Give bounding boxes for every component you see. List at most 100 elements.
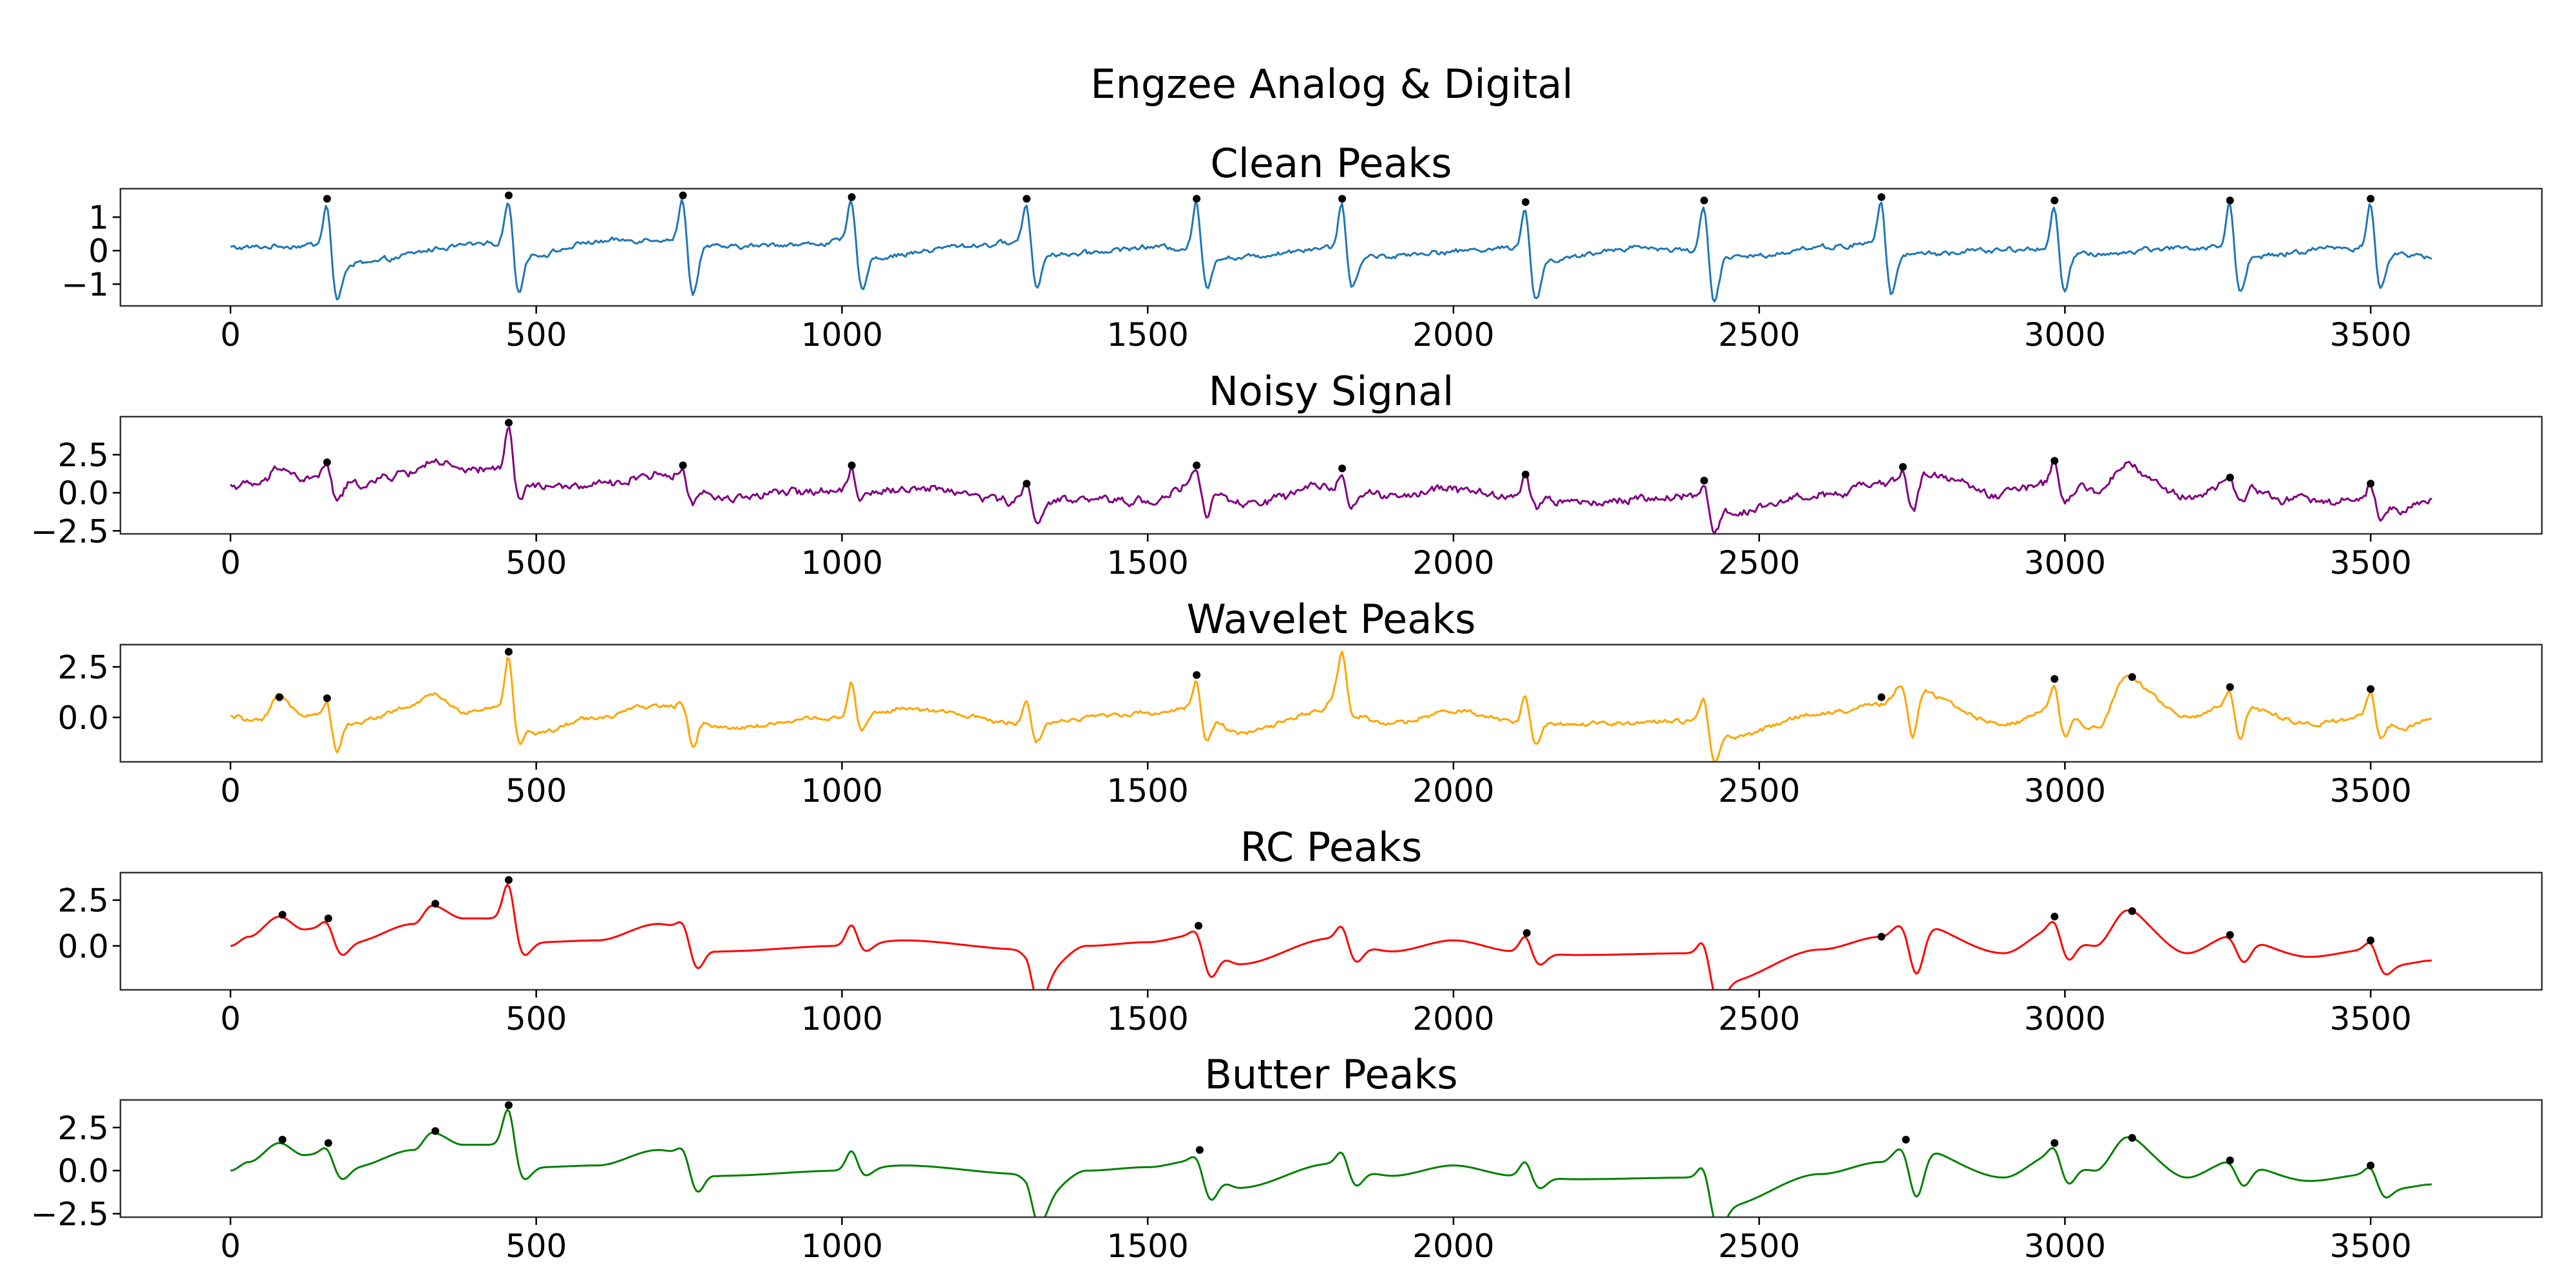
clean-peaks-axes-frame (119, 187, 2543, 307)
wavelet-peaks-xtick-label: 1000 (801, 772, 883, 810)
butter-peaks-peak-marker (324, 1139, 332, 1147)
noisy-signal-peak-marker (323, 458, 331, 466)
noisy-signal-xtick-label: 500 (506, 544, 567, 582)
clean-peaks-peak-marker (2226, 196, 2234, 205)
wavelet-peaks-peak-marker (1193, 671, 1201, 679)
rc-peaks-xtick-label: 2000 (1412, 1000, 1494, 1037)
rc-peaks-peak-marker (2367, 936, 2375, 945)
rc-peaks-ytick-label: 0.0 (57, 928, 109, 965)
clean-peaks-xtick-label: 500 (506, 316, 567, 354)
wavelet-peaks-peak-marker (2367, 685, 2375, 693)
rc-peaks-xtick-label: 3500 (2330, 1000, 2412, 1037)
clean-peaks-xtick-label: 0 (220, 316, 241, 354)
butter-peaks-title: Butter Peaks (1204, 1051, 1457, 1098)
wavelet-peaks-peak-marker (1877, 693, 1886, 701)
noisy-signal-peak-marker (2367, 480, 2375, 488)
butter-peaks-xtick-label: 3500 (2330, 1227, 2412, 1265)
wavelet-peaks-xtick-label: 1500 (1107, 772, 1189, 810)
noisy-signal-ytick-label: 0.0 (57, 475, 109, 512)
clean-peaks-peak-marker (2367, 194, 2375, 203)
noisy-signal-peak-marker (2226, 473, 2234, 482)
clean-peaks-title: Clean Peaks (1210, 140, 1452, 187)
clean-peaks-peak-marker (1877, 193, 1886, 201)
butter-peaks-axes-frame (119, 1099, 2543, 1218)
rc-peaks-peak-marker (278, 911, 287, 919)
wavelet-peaks-axes-frame (119, 643, 2543, 763)
noisy-signal-xtick-label: 2500 (1718, 544, 1800, 582)
wavelet-peaks-xtick-label: 3000 (2024, 772, 2106, 810)
rc-peaks-peak-marker (1877, 933, 1886, 941)
butter-peaks-xtick-label: 500 (506, 1227, 567, 1265)
rc-peaks-peak-marker (504, 876, 513, 884)
rc-peaks-xtick-label: 0 (220, 1000, 241, 1037)
butter-peaks-ytick-label: 2.5 (57, 1110, 109, 1147)
clean-peaks-series-line (230, 198, 2432, 303)
rc-peaks-ytick-label: 2.5 (57, 882, 109, 920)
clean-peaks-peak-marker (504, 191, 513, 200)
wavelet-peaks-xtick-label: 2500 (1718, 772, 1800, 810)
rc-peaks-xtick-label: 500 (506, 1000, 567, 1037)
butter-peaks-xtick-label: 1500 (1107, 1227, 1189, 1265)
clean-peaks-peak-marker (1193, 194, 1201, 203)
wavelet-peaks-ytick-label: 2.5 (57, 649, 109, 687)
butter-peaks-peak-marker (2128, 1133, 2136, 1142)
rc-peaks-peak-marker (1195, 922, 1202, 930)
noisy-signal-peak-marker (1899, 463, 1907, 471)
rc-peaks-xtick-label: 1500 (1107, 1000, 1189, 1037)
noisy-signal-series-line (229, 426, 2432, 534)
clean-peaks-xtick-label: 1500 (1107, 316, 1189, 354)
clean-peaks-xtick-label: 2000 (1412, 316, 1494, 354)
butter-peaks-peak-marker (1195, 1146, 1204, 1154)
clean-peaks-peak-marker (1023, 194, 1031, 203)
clean-peaks-ytick-label: −1 (61, 266, 109, 303)
wavelet-peaks-peak-marker (275, 693, 283, 701)
clean-peaks-peak-marker (1700, 196, 1709, 205)
rc-peaks-peak-marker (1522, 929, 1531, 937)
butter-peaks-peak-marker (431, 1127, 439, 1135)
butter-peaks-xtick-label: 2000 (1412, 1227, 1494, 1265)
rc-peaks-peak-marker (2226, 931, 2234, 939)
rc-peaks-series-line (230, 884, 2432, 990)
butter-peaks-peak-marker (2367, 1161, 2375, 1170)
butter-peaks-ytick-label: 0.0 (57, 1153, 109, 1190)
clean-peaks-ytick-label: 0 (88, 232, 109, 270)
panel-noisy-signal: Noisy Signal 0 500 1000 1500 2000 2500 3000 3500… (31, 368, 2543, 582)
noisy-signal-xtick-label: 2000 (1412, 544, 1494, 582)
rc-peaks-xtick-label: 2500 (1718, 1000, 1800, 1037)
rc-peaks-xtick-label: 3000 (2024, 1000, 2106, 1037)
noisy-signal-peak-marker (1193, 461, 1201, 469)
butter-peaks-xtick-label: 0 (220, 1227, 241, 1265)
rc-peaks-xtick-label: 1000 (801, 1000, 883, 1037)
noisy-signal-axes-frame (119, 415, 2543, 535)
noisy-signal-xtick-label: 3000 (2024, 544, 2106, 582)
noisy-signal-ytick-label: −2.5 (31, 513, 109, 550)
noisy-signal-peak-marker (1521, 470, 1530, 478)
noisy-signal-xtick-label: 0 (220, 544, 241, 582)
wavelet-peaks-peak-marker (2050, 675, 2059, 683)
panel-butter-peaks: Butter Peaks 0 500 1000 1500 2000 2500 3000 3500… (31, 1051, 2543, 1265)
wavelet-peaks-ytick-label: 0.0 (57, 699, 109, 737)
wavelet-peaks-xtick-label: 0 (220, 772, 241, 810)
clean-peaks-peak-marker (679, 191, 687, 200)
rc-peaks-peak-marker (324, 914, 332, 923)
noisy-signal-peak-marker (1700, 477, 1709, 485)
butter-peaks-peak-marker (2050, 1139, 2059, 1147)
butter-peaks-series-line (230, 1108, 2432, 1217)
noisy-signal-ytick-label: 2.5 (57, 437, 109, 474)
clean-peaks-xtick-label: 2500 (1718, 316, 1800, 354)
clean-peaks-peak-marker (2050, 196, 2059, 205)
noisy-signal-peak-marker (1023, 480, 1031, 488)
clean-peaks-ytick-label: 1 (88, 199, 109, 236)
panel-wavelet-peaks: Wavelet Peaks 0 500 1000 1500 2000 2500 3000 350… (57, 596, 2543, 810)
rc-peaks-peak-marker (2128, 907, 2136, 915)
wavelet-peaks-peak-marker (504, 648, 513, 656)
noisy-signal-title: Noisy Signal (1209, 368, 1454, 415)
rc-peaks-peak-marker (431, 900, 439, 908)
noisy-signal-peak-marker (504, 419, 513, 427)
wavelet-peaks-series-line (230, 650, 2432, 762)
noisy-signal-peak-marker (679, 461, 687, 469)
wavelet-peaks-peak-marker (323, 694, 331, 703)
wavelet-peaks-xtick-label: 2000 (1412, 772, 1494, 810)
butter-peaks-xtick-label: 3000 (2024, 1227, 2106, 1265)
